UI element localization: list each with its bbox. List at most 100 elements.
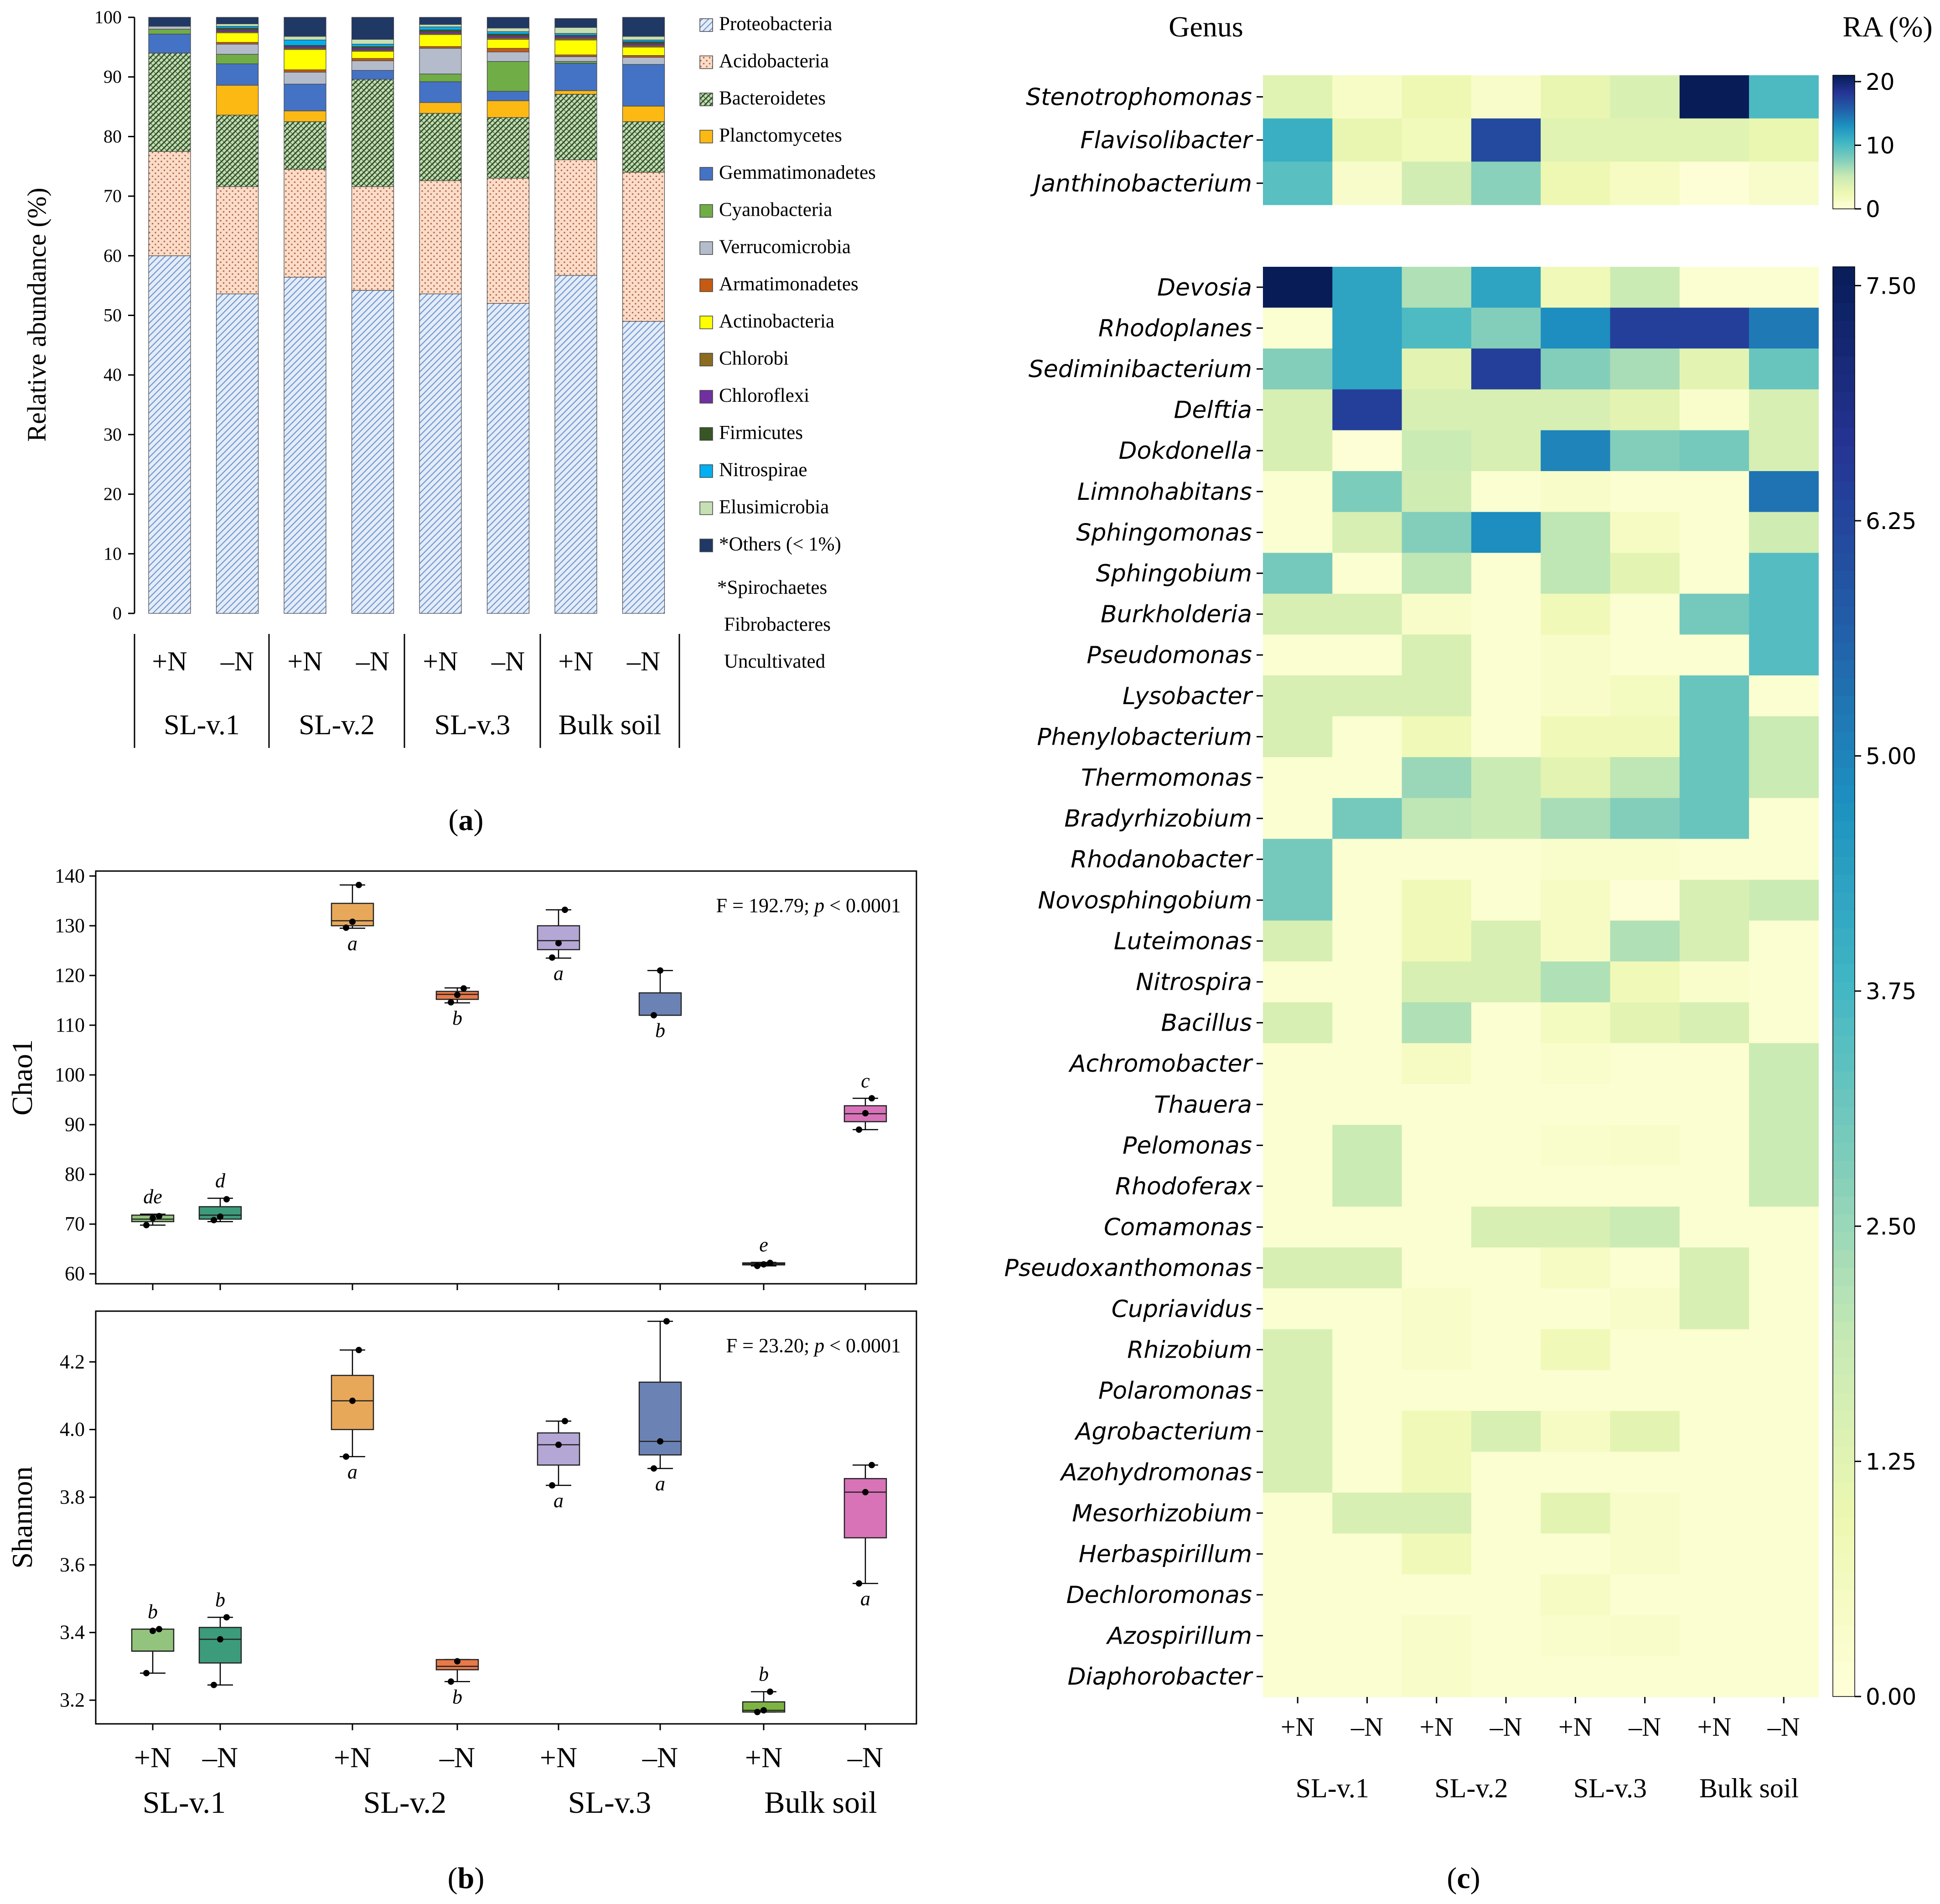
heatmap-cell bbox=[1749, 593, 1819, 635]
bar-segment bbox=[486, 117, 530, 179]
bar-segment bbox=[351, 290, 394, 614]
colorbar-step bbox=[1833, 1267, 1855, 1286]
legend-swatch bbox=[699, 539, 713, 552]
heatmap-cell bbox=[1541, 961, 1611, 1003]
heatmap-cell bbox=[1541, 389, 1611, 431]
heatmap-cell bbox=[1263, 920, 1333, 962]
row-label: Comamonas bbox=[1104, 1214, 1252, 1241]
data-point bbox=[349, 918, 356, 925]
heatmap-cell bbox=[1679, 389, 1749, 431]
colorbar-step bbox=[1833, 1625, 1855, 1644]
colorbar-tick-label: 0.00 bbox=[1866, 1684, 1916, 1710]
heatmap-cell bbox=[1263, 1247, 1333, 1289]
heatmap-cell bbox=[1263, 839, 1333, 880]
heatmap-cell bbox=[1679, 75, 1749, 119]
heatmap-cell bbox=[1610, 1125, 1680, 1166]
colorbar-step bbox=[1833, 120, 1855, 123]
heatmap-cell bbox=[1402, 1206, 1472, 1248]
row-label: Rhodanobacter bbox=[1071, 846, 1253, 873]
heatmap-cell bbox=[1541, 1166, 1611, 1207]
legend-label: Planctomycetes bbox=[719, 125, 842, 146]
heatmap-cell bbox=[1263, 307, 1333, 349]
colorbar-step bbox=[1833, 1125, 1855, 1143]
colorbar-step bbox=[1833, 167, 1855, 170]
bar-segment bbox=[486, 178, 530, 304]
colorbar-step bbox=[1833, 187, 1855, 190]
data-point bbox=[754, 1709, 760, 1716]
heatmap-cell bbox=[1332, 1615, 1402, 1656]
heatmap-cell bbox=[1679, 1370, 1749, 1411]
significance-letter: a bbox=[655, 1473, 665, 1495]
colorbar-step bbox=[1833, 142, 1855, 145]
y-tick-label: 3.6 bbox=[60, 1553, 85, 1576]
x-tick-label: +N bbox=[423, 646, 458, 676]
colorbar-step bbox=[1833, 197, 1855, 200]
colorbar-step bbox=[1833, 1071, 1855, 1089]
heatmap-cell bbox=[1332, 553, 1402, 594]
heatmap-cell bbox=[1263, 1329, 1333, 1370]
colorbar-step bbox=[1833, 1106, 1855, 1125]
heatmap-cell bbox=[1610, 716, 1680, 757]
heatmap-cell bbox=[1749, 839, 1819, 880]
heatmap-cell bbox=[1610, 920, 1680, 962]
heatmap-cell bbox=[1679, 961, 1749, 1003]
colorbar-step bbox=[1833, 152, 1855, 155]
heatmap-cell bbox=[1332, 839, 1402, 880]
heatmap-cell bbox=[1610, 1288, 1680, 1330]
row-label: Sediminibacterium bbox=[1029, 356, 1252, 383]
legend-label: Cyanobacteria bbox=[719, 199, 832, 221]
heatmap-cell bbox=[1332, 593, 1402, 635]
x-tick-label: +N bbox=[152, 646, 187, 676]
colorbar-step bbox=[1833, 137, 1855, 140]
legend-label: Actinobacteria bbox=[719, 311, 834, 332]
y-tick-label: 50 bbox=[103, 305, 122, 326]
colorbar-step bbox=[1833, 856, 1855, 875]
bar-segment bbox=[486, 17, 530, 29]
heatmap-cell bbox=[1541, 267, 1611, 308]
heatmap-cell bbox=[1402, 1370, 1472, 1411]
legend-swatch bbox=[699, 390, 713, 404]
heatmap-cell bbox=[1471, 1043, 1541, 1084]
heatmap-cell bbox=[1332, 1452, 1402, 1493]
row-label: Pelomonas bbox=[1123, 1132, 1252, 1159]
colorbar-step bbox=[1833, 189, 1855, 191]
data-point bbox=[156, 1626, 162, 1633]
significance-letter: b bbox=[655, 1019, 665, 1042]
group-label: Bulk soil bbox=[764, 1785, 877, 1820]
heatmap-cell bbox=[1679, 161, 1749, 205]
heatmap-cell bbox=[1471, 1125, 1541, 1166]
heatmap-cell bbox=[1541, 1247, 1611, 1289]
data-point bbox=[754, 1262, 760, 1269]
panel-label-b: (b) bbox=[448, 1862, 485, 1895]
row-label: Bradyrhizobium bbox=[1064, 805, 1252, 833]
heatmap-cell bbox=[1471, 471, 1541, 513]
heatmap-cell bbox=[1471, 267, 1541, 308]
colorbar-step bbox=[1833, 320, 1855, 339]
heatmap-cell bbox=[1749, 1493, 1819, 1534]
legend-swatch bbox=[699, 167, 713, 181]
heatmap-cell bbox=[1402, 1329, 1472, 1370]
heatmap-cell bbox=[1610, 1574, 1680, 1616]
row-label: Burkholderia bbox=[1101, 601, 1252, 628]
heatmap-cell bbox=[1471, 675, 1541, 717]
legend-swatch bbox=[699, 18, 713, 32]
row-label: Pseudomonas bbox=[1086, 642, 1252, 669]
bar-segment bbox=[486, 52, 530, 62]
heatmap-cell bbox=[1263, 1493, 1333, 1534]
heatmap-cell bbox=[1332, 75, 1402, 119]
colorbar-step bbox=[1833, 338, 1855, 357]
y-axis-label: Shannon bbox=[6, 1467, 38, 1569]
colorbar-step bbox=[1833, 427, 1855, 446]
significance-letter: a bbox=[347, 932, 357, 955]
heatmap-cell bbox=[1749, 880, 1819, 921]
heatmap-cell bbox=[1263, 1288, 1333, 1330]
heatmap-cell bbox=[1749, 716, 1819, 757]
row-label: Stenotrophomonas bbox=[1026, 83, 1252, 111]
colorbar-step bbox=[1833, 114, 1855, 116]
colorbar-step bbox=[1833, 129, 1855, 131]
group-label: SL-v.3 bbox=[1573, 1773, 1647, 1803]
heatmap-cell bbox=[1402, 675, 1472, 717]
heatmap-cell bbox=[1541, 1084, 1611, 1126]
colorbar-step bbox=[1833, 1571, 1855, 1590]
y-tick-label: 3.4 bbox=[60, 1621, 85, 1644]
